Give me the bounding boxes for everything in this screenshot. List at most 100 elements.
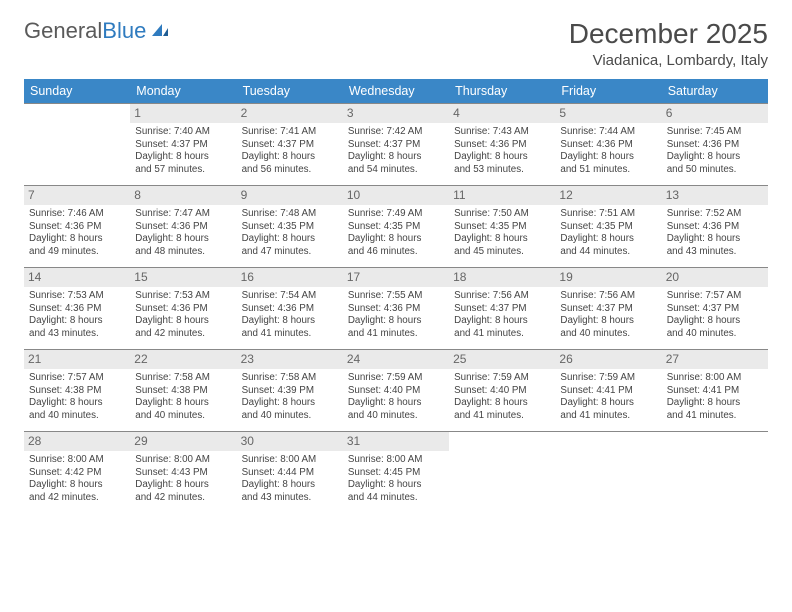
day-info-line: Sunrise: 8:00 AM (135, 454, 231, 467)
dayname-cell: Wednesday (343, 79, 449, 104)
day-info-line: Sunrise: 7:49 AM (348, 208, 444, 221)
calendar-day-cell: 5 Sunrise: 7:44 AMSunset: 4:36 PMDaylight… (555, 104, 661, 186)
day-info-line: Sunrise: 7:59 AM (348, 372, 444, 385)
day-info-line: Sunset: 4:36 PM (560, 139, 656, 152)
day-info-line: Sunrise: 7:59 AM (560, 372, 656, 385)
day-info-line: Sunset: 4:35 PM (454, 221, 550, 234)
calendar-day-cell: 16Sunrise: 7:54 AMSunset: 4:36 PMDayligh… (237, 268, 343, 350)
day-number: 27 (662, 350, 768, 369)
month-title: December 2025 (569, 18, 768, 50)
day-info-line: Daylight: 8 hours (667, 233, 763, 246)
day-info-line: Sunrise: 7:46 AM (29, 208, 125, 221)
day-info-line: Sunrise: 7:47 AM (135, 208, 231, 221)
day-info-line: Sunset: 4:35 PM (348, 221, 444, 234)
calendar-day-cell: 14Sunrise: 7:53 AMSunset: 4:36 PMDayligh… (24, 268, 130, 350)
day-info-line: Sunrise: 8:00 AM (242, 454, 338, 467)
calendar-week-row: 28Sunrise: 8:00 AMSunset: 4:42 PMDayligh… (24, 432, 768, 514)
day-info-line: Sunset: 4:37 PM (667, 303, 763, 316)
day-info-line: Sunset: 4:41 PM (667, 385, 763, 398)
day-info-line: and 57 minutes. (135, 164, 231, 177)
day-info-line: Sunrise: 7:50 AM (454, 208, 550, 221)
day-number: 13 (662, 186, 768, 205)
day-info-line: and 49 minutes. (29, 246, 125, 259)
day-number: 29 (130, 432, 236, 451)
day-number: 24 (343, 350, 449, 369)
day-number: 2 (237, 104, 343, 123)
day-info-line: Sunset: 4:36 PM (29, 303, 125, 316)
day-info-line: Sunset: 4:37 PM (454, 303, 550, 316)
calendar-day-cell: 21Sunrise: 7:57 AMSunset: 4:38 PMDayligh… (24, 350, 130, 432)
day-info-line: Daylight: 8 hours (348, 397, 444, 410)
day-info-line: Sunrise: 7:40 AM (135, 126, 231, 139)
day-info-line: Sunrise: 7:58 AM (242, 372, 338, 385)
day-info-line: Daylight: 8 hours (348, 233, 444, 246)
day-number: 25 (449, 350, 555, 369)
day-info-line: Daylight: 8 hours (348, 315, 444, 328)
calendar-week-row: 21Sunrise: 7:57 AMSunset: 4:38 PMDayligh… (24, 350, 768, 432)
day-info-line: Sunset: 4:35 PM (242, 221, 338, 234)
logo-sail-icon (150, 22, 170, 38)
dayname-row: SundayMondayTuesdayWednesdayThursdayFrid… (24, 79, 768, 104)
calendar-body: 1Sunrise: 7:40 AMSunset: 4:37 PMDaylight… (24, 104, 768, 514)
day-info-line: Daylight: 8 hours (560, 151, 656, 164)
dayname-cell: Thursday (449, 79, 555, 104)
day-number: 11 (449, 186, 555, 205)
day-info-line: and 40 minutes. (242, 410, 338, 423)
calendar-day-cell: 26Sunrise: 7:59 AMSunset: 4:41 PMDayligh… (555, 350, 661, 432)
dayname-cell: Monday (130, 79, 236, 104)
day-number: 16 (237, 268, 343, 287)
calendar-day-cell (555, 432, 661, 514)
day-number: 14 (24, 268, 130, 287)
day-number: 5 (555, 104, 661, 123)
day-number: 26 (555, 350, 661, 369)
calendar-day-cell (662, 432, 768, 514)
day-info-line: Sunrise: 8:00 AM (348, 454, 444, 467)
calendar-day-cell: 7Sunrise: 7:46 AMSunset: 4:36 PMDaylight… (24, 186, 130, 268)
day-info-line: Sunset: 4:37 PM (560, 303, 656, 316)
day-info-line: and 41 minutes. (560, 410, 656, 423)
day-info-line: and 40 minutes. (29, 410, 125, 423)
day-info-line: Sunset: 4:36 PM (135, 221, 231, 234)
day-number (24, 104, 130, 123)
calendar-day-cell: 20Sunrise: 7:57 AMSunset: 4:37 PMDayligh… (662, 268, 768, 350)
day-info-line: and 44 minutes. (348, 492, 444, 505)
day-info-line: Sunrise: 7:52 AM (667, 208, 763, 221)
day-info-line: Sunrise: 7:55 AM (348, 290, 444, 303)
day-info-line: Sunrise: 7:45 AM (667, 126, 763, 139)
day-info-line: Sunrise: 8:00 AM (29, 454, 125, 467)
dayname-cell: Friday (555, 79, 661, 104)
day-info-line: Sunrise: 7:44 AM (560, 126, 656, 139)
day-info-line: Sunrise: 7:57 AM (667, 290, 763, 303)
day-info-line: and 56 minutes. (242, 164, 338, 177)
day-info-line: Sunset: 4:35 PM (560, 221, 656, 234)
day-info-line: Sunset: 4:36 PM (667, 221, 763, 234)
calendar-day-cell (24, 104, 130, 186)
day-info-line: and 46 minutes. (348, 246, 444, 259)
day-info-line: Sunrise: 7:43 AM (454, 126, 550, 139)
day-info-line: Daylight: 8 hours (135, 397, 231, 410)
day-info-line: and 42 minutes. (135, 328, 231, 341)
day-number (555, 432, 661, 451)
calendar-day-cell: 31Sunrise: 8:00 AMSunset: 4:45 PMDayligh… (343, 432, 449, 514)
day-info-line: Sunset: 4:38 PM (29, 385, 125, 398)
day-info-line: Daylight: 8 hours (29, 315, 125, 328)
day-info-line: Daylight: 8 hours (560, 397, 656, 410)
day-info-line: and 44 minutes. (560, 246, 656, 259)
day-number: 20 (662, 268, 768, 287)
day-info-line: Daylight: 8 hours (135, 315, 231, 328)
calendar-day-cell: 22Sunrise: 7:58 AMSunset: 4:38 PMDayligh… (130, 350, 236, 432)
day-info-line: Sunset: 4:42 PM (29, 467, 125, 480)
day-info-line: Sunset: 4:37 PM (348, 139, 444, 152)
day-info-line: Sunrise: 7:41 AM (242, 126, 338, 139)
day-number: 30 (237, 432, 343, 451)
day-info-line: Sunrise: 7:54 AM (242, 290, 338, 303)
dayname-cell: Sunday (24, 79, 130, 104)
calendar-day-cell: 30Sunrise: 8:00 AMSunset: 4:44 PMDayligh… (237, 432, 343, 514)
day-info-line: Daylight: 8 hours (242, 315, 338, 328)
day-info-line: Daylight: 8 hours (454, 233, 550, 246)
day-info-line: Daylight: 8 hours (135, 479, 231, 492)
day-info-line: and 43 minutes. (29, 328, 125, 341)
logo-text-blue: Blue (102, 18, 146, 44)
calendar-day-cell: 18Sunrise: 7:56 AMSunset: 4:37 PMDayligh… (449, 268, 555, 350)
day-info-line: and 53 minutes. (454, 164, 550, 177)
